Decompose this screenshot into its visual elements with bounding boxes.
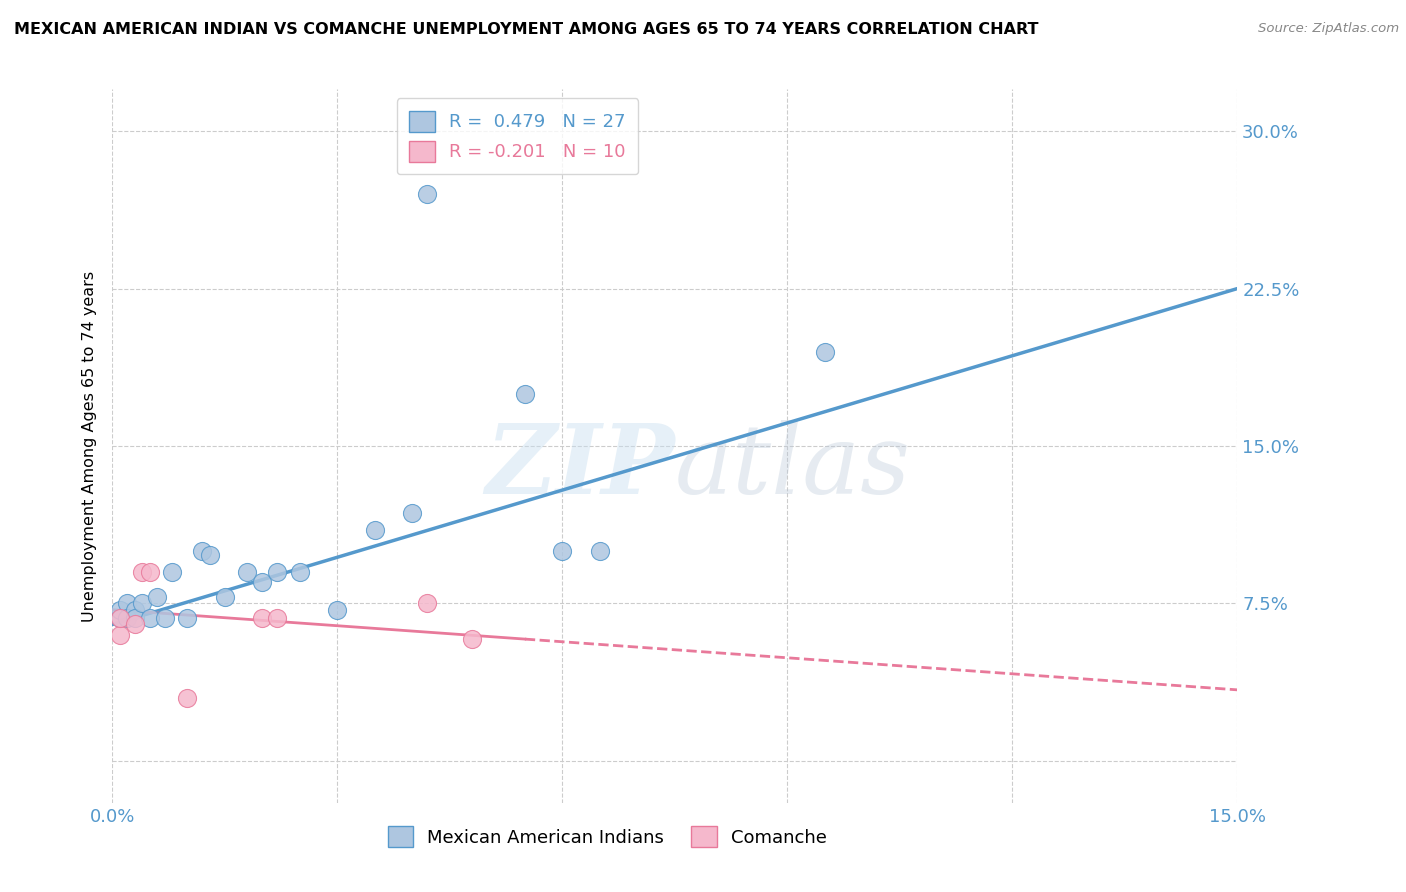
Text: Source: ZipAtlas.com: Source: ZipAtlas.com <box>1258 22 1399 36</box>
Legend: Mexican American Indians, Comanche: Mexican American Indians, Comanche <box>381 819 834 855</box>
Text: MEXICAN AMERICAN INDIAN VS COMANCHE UNEMPLOYMENT AMONG AGES 65 TO 74 YEARS CORRE: MEXICAN AMERICAN INDIAN VS COMANCHE UNEM… <box>14 22 1039 37</box>
Text: ZIP: ZIP <box>485 420 675 515</box>
Text: atlas: atlas <box>675 420 911 515</box>
Y-axis label: Unemployment Among Ages 65 to 74 years: Unemployment Among Ages 65 to 74 years <box>82 270 97 622</box>
